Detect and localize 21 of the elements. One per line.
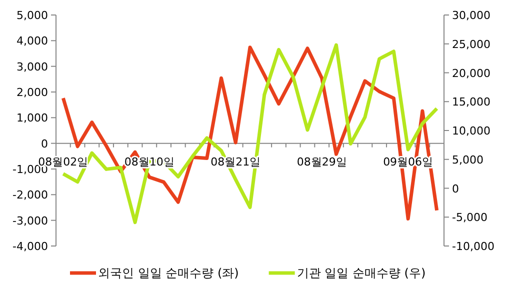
legend-label: 외국인 일일 순매수량 (좌) [98, 266, 239, 280]
y2-tick-label: 30,000 [452, 9, 490, 22]
y2-tick-label: 25,000 [452, 38, 490, 51]
y2-tick-label: 15,000 [452, 96, 490, 109]
y-tick-label: 2,000 [16, 86, 48, 99]
y2-tick-label: 5,000 [452, 153, 484, 166]
y-tick-label: -2,000 [12, 188, 48, 202]
legend-label: 기관 일일 순매수량 (우) [296, 266, 426, 280]
y2-tick-label: 20,000 [452, 66, 490, 80]
y-tick-label: 3,000 [16, 60, 48, 74]
y-tick-label: 4,000 [16, 34, 48, 48]
x-tick-label: 08월29일 [296, 155, 347, 168]
y2-tick-label: 10,000 [452, 124, 490, 138]
y-tick-label: -4,000 [12, 240, 48, 253]
y-tick-label: -3,000 [12, 214, 48, 228]
y2-tick-label: -10,000 [452, 240, 494, 253]
y-tick-label: 1,000 [16, 112, 48, 125]
y-tick-label: 5,000 [16, 9, 48, 22]
y2-tick-label: 0 [452, 182, 459, 196]
y2-tick-label: -5,000 [452, 211, 488, 224]
y-tick-label: 0 [41, 137, 48, 150]
